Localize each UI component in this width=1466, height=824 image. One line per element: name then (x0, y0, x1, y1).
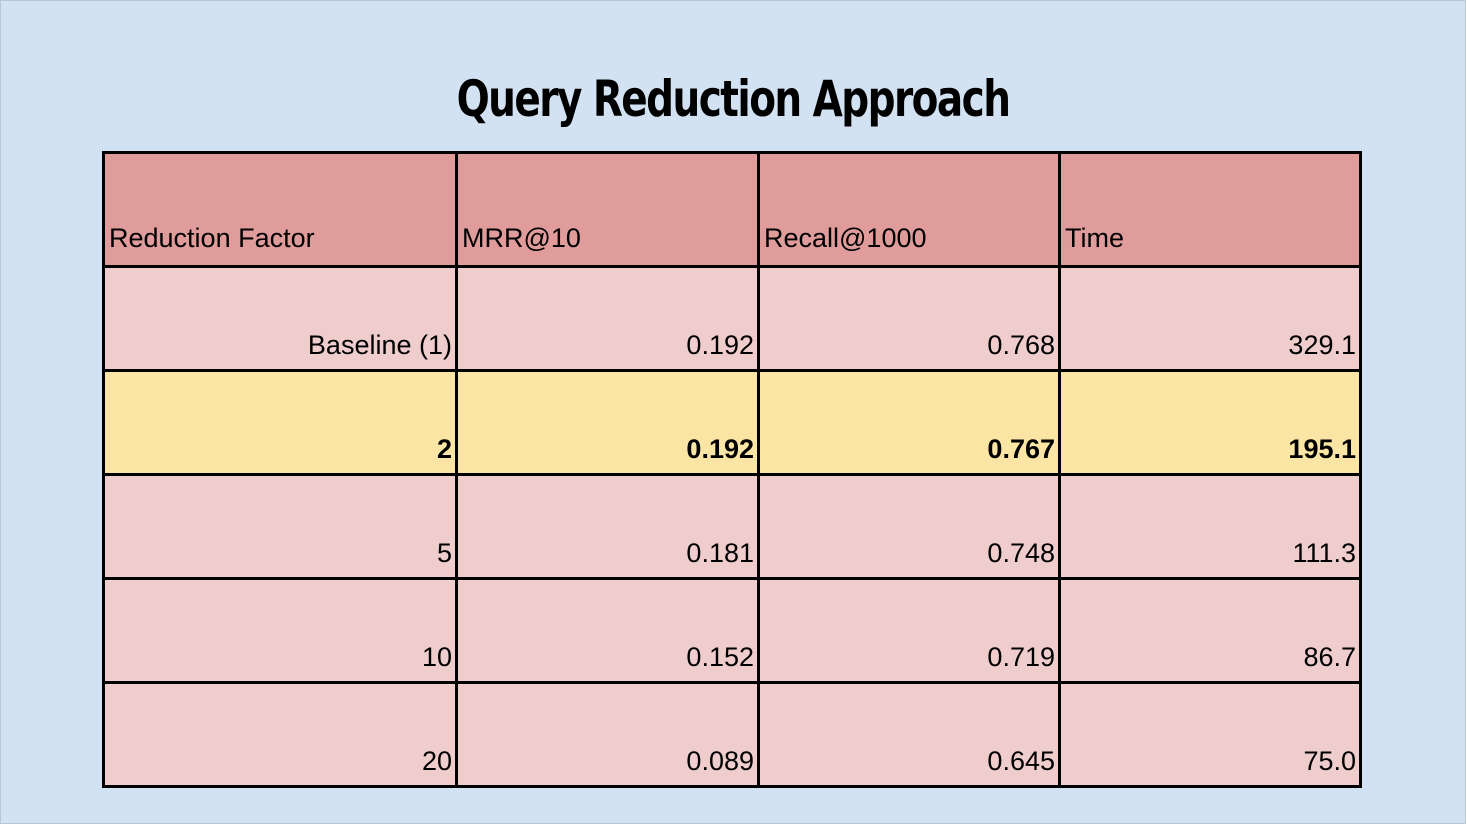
cell-time: 75.0 (1058, 681, 1362, 788)
table-row: Baseline (1) 0.192 0.768 329.1 (102, 265, 1362, 372)
cell-mrr10: 0.192 (455, 369, 760, 476)
table-row-highlighted: 2 0.192 0.767 195.1 (102, 369, 1362, 476)
header-reduction-factor: Reduction Factor (102, 151, 458, 268)
slide-title: Query Reduction Approach (456, 70, 1011, 128)
cell-mrr10: 0.152 (455, 577, 760, 684)
table-header-row: Reduction Factor MRR@10 Recall@1000 Time (102, 151, 1362, 268)
cell-reduction-factor: 2 (102, 369, 458, 476)
cell-reduction-factor: Baseline (1) (102, 265, 458, 372)
cell-reduction-factor: 5 (102, 473, 458, 580)
table-row: 5 0.181 0.748 111.3 (102, 473, 1362, 580)
cell-recall1000: 0.748 (757, 473, 1061, 580)
cell-reduction-factor: 10 (102, 577, 458, 684)
cell-recall1000: 0.767 (757, 369, 1061, 476)
cell-recall1000: 0.645 (757, 681, 1061, 788)
cell-time: 111.3 (1058, 473, 1362, 580)
header-recall1000: Recall@1000 (757, 151, 1061, 268)
header-time: Time (1058, 151, 1362, 268)
cell-mrr10: 0.181 (455, 473, 760, 580)
table-row: 10 0.152 0.719 86.7 (102, 577, 1362, 684)
cell-recall1000: 0.719 (757, 577, 1061, 684)
header-mrr10: MRR@10 (455, 151, 760, 268)
cell-mrr10: 0.192 (455, 265, 760, 372)
cell-time: 329.1 (1058, 265, 1362, 372)
cell-time: 195.1 (1058, 369, 1362, 476)
cell-mrr10: 0.089 (455, 681, 760, 788)
cell-recall1000: 0.768 (757, 265, 1061, 372)
table-row: 20 0.089 0.645 75.0 (102, 681, 1362, 788)
cell-time: 86.7 (1058, 577, 1362, 684)
results-table: Reduction Factor MRR@10 Recall@1000 Time… (102, 151, 1362, 788)
cell-reduction-factor: 20 (102, 681, 458, 788)
